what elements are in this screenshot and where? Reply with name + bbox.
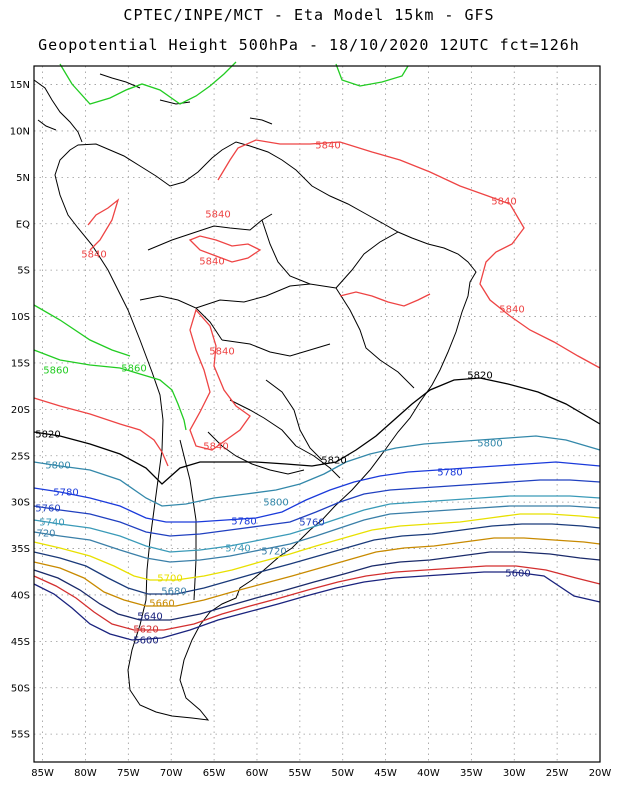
lat-label: 10N	[10, 126, 30, 137]
contour-5860-north	[59, 61, 237, 105]
contour-5620	[33, 565, 601, 631]
contour-label-5740: 5740	[39, 518, 64, 529]
contour-label-5600: 5640	[137, 612, 162, 623]
lon-label: 75W	[117, 768, 140, 779]
contour-5820	[33, 377, 601, 485]
contour-label-5800: 5800	[477, 439, 502, 450]
lat-lon-grid	[34, 66, 601, 762]
contour-label-5620: 5620	[133, 625, 158, 636]
lat-label: 25S	[11, 451, 30, 462]
contour-5840-east	[339, 291, 431, 307]
lon-label: 25W	[546, 768, 569, 779]
contour-lines	[33, 61, 601, 641]
lon-label: 85W	[31, 768, 54, 779]
lon-label: 20W	[589, 768, 612, 779]
contour-5840-west-lower	[33, 397, 169, 467]
latitude-labels: 15N 10N 5N EQ 5S 10S 15S 20S 25S 30S 35S 40S 45S 50S 5…	[10, 80, 30, 741]
contour-label-5780: 5780	[437, 468, 462, 479]
contour-label-5660: 5660	[149, 599, 174, 610]
contour-label-5720: 5680	[161, 587, 186, 598]
lon-label: 60W	[246, 768, 269, 779]
contour-5640	[33, 551, 601, 621]
contour-5800	[33, 435, 601, 507]
map-title-line2: Geopotential Height 500hPa - 18/10/2020 …	[38, 36, 580, 54]
lon-label: 70W	[160, 768, 183, 779]
contour-5700	[33, 513, 601, 581]
lon-label: 40W	[417, 768, 440, 779]
contour-5680	[33, 523, 601, 595]
contour-5840-amazon	[188, 235, 262, 263]
lat-label: 40S	[11, 590, 30, 601]
contour-label-5840: 5840	[315, 141, 340, 152]
contour-5860-northeast	[335, 63, 409, 87]
contour-label-5840: 5840	[491, 197, 516, 208]
lat-label: 15N	[10, 80, 30, 91]
contour-label-5840: 5840	[499, 305, 524, 316]
lon-label: 65W	[203, 768, 226, 779]
contour-label-5840: 5840	[209, 347, 234, 358]
longitude-labels: 85W 80W 75W 70W 65W 60W 55W 50W 45W 40W 35W 30W 25W 2…	[31, 768, 611, 779]
contour-label-5800: 5800	[45, 461, 70, 472]
contour-label-5800: 5800	[263, 498, 288, 509]
lat-label: 5S	[17, 266, 30, 277]
contour-label-5840: 5840	[203, 442, 228, 453]
contour-5780	[33, 461, 601, 523]
contour-label-5840: 5840	[81, 250, 106, 261]
contour-label-5760: 5760	[35, 504, 60, 515]
lat-label: 35S	[11, 544, 30, 555]
lat-label: 5N	[16, 173, 30, 184]
contour-label-5720: 720	[36, 529, 55, 540]
lat-label: 20S	[11, 405, 30, 416]
lon-label: 35W	[460, 768, 483, 779]
lat-label: EQ	[16, 219, 30, 230]
lat-label: 10S	[11, 312, 30, 323]
contour-5720	[33, 505, 601, 563]
map-frame	[33, 65, 601, 763]
contour-5860-south	[33, 349, 187, 431]
contour-label-5740: 5740	[225, 544, 250, 555]
contour-labels: 5840 5840 5840 5840 5840 5840 5840 5840 5860 5860…	[35, 141, 530, 647]
contour-label-5820: 5820	[321, 456, 346, 467]
contour-label-5840: 5840	[205, 210, 230, 221]
lon-label: 55W	[289, 768, 312, 779]
contour-5840-bolivia	[189, 308, 251, 451]
contour-5760	[33, 479, 601, 537]
contour-label-5720: 5720	[261, 547, 286, 558]
contour-label-5820: 5820	[467, 371, 492, 382]
lat-label: 30S	[11, 498, 30, 509]
lon-label: 50W	[331, 768, 354, 779]
contour-label-5860: 5860	[43, 366, 68, 377]
contour-5660	[33, 537, 601, 607]
lat-label: 50S	[11, 683, 30, 694]
contour-5600	[33, 571, 601, 641]
lon-label: 80W	[74, 768, 97, 779]
contour-5740	[33, 495, 601, 553]
coastlines	[33, 73, 477, 721]
contour-label-5700: 5700	[157, 574, 182, 585]
lon-label: 45W	[374, 768, 397, 779]
lon-label: 30W	[503, 768, 526, 779]
contour-label-5600: 5600	[133, 636, 158, 647]
contour-5840-west	[87, 198, 120, 251]
contour-label-5820: 5820	[35, 430, 60, 441]
contour-label-5780: 5780	[231, 517, 256, 528]
contour-label-5760: 5760	[299, 518, 324, 529]
contour-label-5600: 5600	[505, 569, 530, 580]
contour-label-5860: 5860	[121, 364, 146, 375]
contour-label-5780: 5780	[53, 488, 78, 499]
lat-label: 15S	[11, 358, 30, 369]
lat-label: 55S	[11, 730, 30, 741]
contour-label-5840: 5840	[199, 257, 224, 268]
contour-5840-north	[217, 139, 601, 369]
contour-5860-upper	[33, 304, 131, 357]
map-title-line1: CPTEC/INPE/MCT - Eta Model 15km - GFS	[123, 6, 495, 24]
lat-label: 45S	[11, 637, 30, 648]
